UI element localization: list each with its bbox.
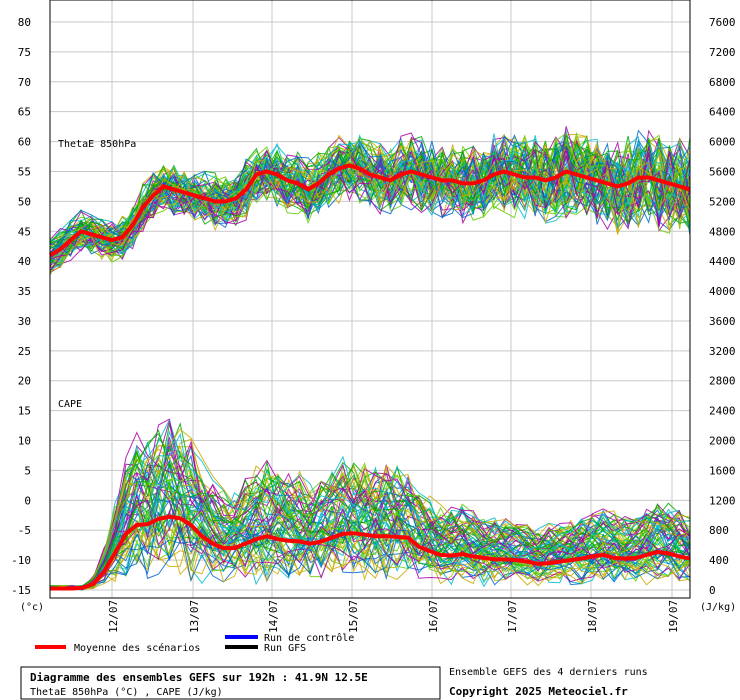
left-tick-label: -10 — [11, 554, 31, 567]
left-tick-label: 45 — [18, 225, 31, 238]
ensemble-member-cape — [49, 429, 691, 590]
panel-label-cape: CAPE — [58, 399, 82, 410]
ensemble-member-cape — [49, 495, 691, 591]
right-tick-label: 2800 — [709, 375, 736, 388]
left-tick-label: 70 — [18, 76, 31, 89]
left-tick-label: -5 — [18, 524, 31, 537]
left-tick-label: 55 — [18, 165, 31, 178]
x-tick-label: 17/07 — [506, 600, 519, 633]
left-tick-label: 40 — [18, 255, 31, 268]
legend: Moyenne des scénarios Run de contrôle Ru… — [35, 632, 354, 654]
ensemble-member-cape — [49, 509, 691, 590]
right-tick-label: 4000 — [709, 285, 736, 298]
ensemble-member-thetae — [49, 129, 691, 248]
ensemble-member-cape — [49, 526, 691, 591]
left-tick-label: 5 — [24, 464, 31, 477]
ensemble-member-cape — [49, 452, 691, 590]
x-tick-label: 13/07 — [188, 600, 201, 633]
x-tick-label: 12/07 — [107, 600, 120, 633]
left-tick-label: -15 — [11, 584, 31, 597]
right-tick-label: 800 — [709, 524, 729, 537]
ensemble-member-cape — [49, 526, 691, 591]
left-tick-label: 0 — [24, 494, 31, 507]
legend-mean-label: Moyenne des scénarios — [74, 642, 200, 654]
x-tick-label: 19/07 — [667, 600, 680, 633]
x-axis-ticks: 12/07 13/07 14/07 15/07 16/07 17/07 18/07 19/07 — [107, 600, 680, 633]
ensemble-member-cape — [49, 461, 691, 590]
x-tick-label: 18/07 — [586, 600, 599, 633]
x-tick-label: 15/07 — [347, 600, 360, 633]
left-tick-label: 75 — [18, 46, 31, 59]
right-tick-label: 2000 — [709, 435, 736, 448]
right-tick-label: 2400 — [709, 405, 736, 418]
ensemble-member-cape — [49, 512, 691, 591]
ensemble-member-cape — [49, 503, 691, 589]
ensemble-member-cape — [49, 432, 691, 591]
ensemble-member-cape — [49, 471, 691, 590]
left-tick-label: 65 — [18, 106, 31, 119]
left-tick-label: 60 — [18, 136, 31, 149]
panel-label-thetae: ThetaE 850hPa — [58, 139, 136, 150]
right-tick-label: 4800 — [709, 225, 736, 238]
ensemble-member-cape — [49, 421, 691, 588]
left-tick-label: 35 — [18, 285, 31, 298]
ensemble-note: Ensemble GEFS des 4 derniers runs — [449, 667, 648, 678]
ensemble-member-cape — [49, 459, 691, 591]
right-axis-ticks: 7600720068006400600056005200480044004000… — [709, 16, 736, 597]
ensemble-member-cape — [50, 418, 691, 590]
right-tick-label: 5600 — [709, 165, 736, 178]
right-tick-label: 400 — [709, 554, 729, 567]
left-tick-label: 20 — [18, 375, 31, 388]
right-tick-label: 6800 — [709, 76, 736, 89]
left-tick-label: 10 — [18, 435, 31, 448]
title-box — [20, 666, 441, 700]
ensemble-members — [49, 126, 691, 591]
right-tick-label: 1600 — [709, 464, 736, 477]
copyright: Copyright 2025 Meteociel.fr — [449, 685, 628, 698]
ensemble-member-cape — [49, 495, 691, 591]
ensemble-member-cape — [49, 509, 691, 590]
ensemble-member-thetae — [49, 153, 691, 272]
plot-frame — [49, 0, 691, 599]
legend-gfs-label: Run GFS — [264, 643, 306, 654]
x-tick-label: 14/07 — [267, 600, 280, 633]
left-tick-label: 25 — [18, 345, 31, 358]
left-tick-label: 30 — [18, 315, 31, 328]
right-tick-label: 5200 — [709, 195, 736, 208]
right-unit-label: (J/kg) — [700, 602, 736, 613]
ensemble-member-cape — [49, 428, 691, 590]
right-tick-label: 4400 — [709, 255, 736, 268]
left-tick-label: 50 — [18, 195, 31, 208]
left-tick-label: 15 — [18, 405, 31, 418]
right-tick-label: 1200 — [709, 494, 736, 507]
x-tick-label: 16/07 — [427, 600, 440, 633]
left-tick-label: 80 — [18, 16, 31, 29]
right-tick-label: 7200 — [709, 46, 736, 59]
right-tick-label: 7600 — [709, 16, 736, 29]
ensemble-member-thetae — [49, 134, 691, 246]
mean-cape-line — [50, 514, 691, 591]
legend-control-label: Run de contrôle — [264, 632, 354, 644]
chart-title: Diagramme des ensembles GEFS sur 192h : … — [30, 671, 368, 684]
right-tick-label: 3200 — [709, 345, 736, 358]
mean-thetae-line — [48, 163, 691, 257]
right-tick-label: 3600 — [709, 315, 736, 328]
ensemble-member-thetae — [49, 140, 691, 250]
chart-subtitle: ThetaE 850hPa (°C) , CAPE (J/kg) — [30, 687, 223, 698]
right-tick-label: 0 — [709, 584, 716, 597]
ensemble-member-cape — [49, 430, 691, 590]
right-tick-label: 6000 — [709, 136, 736, 149]
right-tick-label: 6400 — [709, 106, 736, 119]
ensemble-member-thetae — [49, 154, 691, 272]
left-unit-label: (°c) — [20, 602, 44, 613]
ensemble-member-cape — [49, 526, 691, 591]
